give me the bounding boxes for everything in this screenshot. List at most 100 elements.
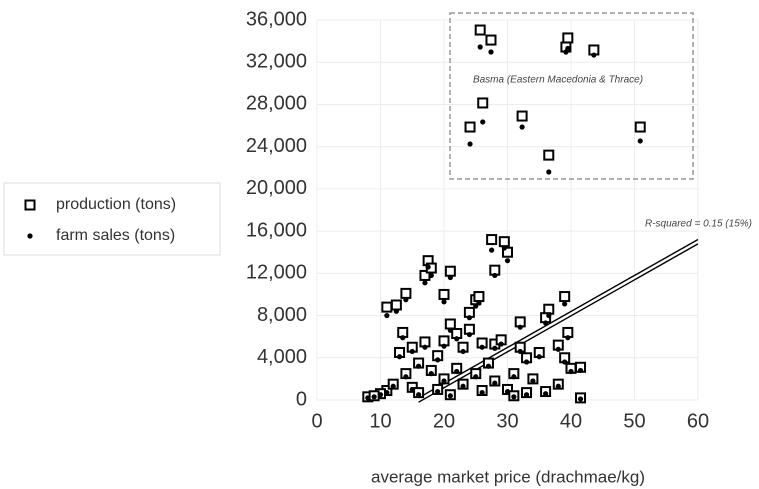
point — [637, 138, 643, 144]
y-tick-label: 32,000 — [246, 51, 307, 73]
point — [422, 344, 428, 350]
point — [562, 32, 574, 44]
x-axis-title: average market price (drachmae/kg) — [371, 467, 645, 486]
point — [466, 331, 472, 338]
point — [477, 97, 489, 109]
point — [435, 357, 441, 363]
x-tick-label: 0 — [311, 410, 322, 432]
y-tick-label: 0 — [296, 388, 307, 410]
point — [511, 374, 517, 380]
point — [568, 368, 574, 375]
point — [562, 301, 568, 307]
point — [562, 359, 568, 365]
point — [485, 363, 492, 369]
point — [591, 52, 597, 58]
point — [473, 291, 485, 303]
point — [546, 169, 552, 175]
point — [577, 367, 584, 374]
point — [502, 246, 513, 258]
point — [467, 141, 473, 147]
point — [441, 299, 447, 305]
point — [384, 390, 390, 396]
point — [403, 374, 409, 380]
point — [480, 119, 486, 125]
point — [473, 374, 479, 380]
point — [409, 348, 415, 355]
point — [485, 34, 497, 46]
point — [365, 395, 371, 401]
point — [409, 386, 415, 393]
point — [517, 324, 523, 330]
point — [393, 308, 399, 314]
y-tick-label: 8,000 — [257, 304, 307, 326]
point — [634, 121, 646, 133]
point — [466, 315, 472, 321]
point — [479, 344, 485, 350]
legend-label: production (tons) — [56, 196, 176, 213]
point — [371, 394, 377, 400]
point — [422, 280, 428, 286]
point — [486, 234, 498, 246]
point — [555, 346, 561, 352]
point — [381, 301, 393, 313]
point — [390, 299, 402, 311]
point — [577, 396, 584, 402]
y-tick-label: 36,000 — [246, 8, 307, 30]
point — [559, 291, 571, 303]
legend-marker — [27, 233, 33, 239]
legend-label: farm sales (tons) — [56, 227, 175, 244]
point — [477, 44, 483, 50]
highlight-box — [449, 12, 694, 180]
x-tick-label: 60 — [687, 410, 709, 432]
point — [565, 335, 571, 341]
point — [555, 383, 561, 389]
point — [516, 110, 528, 122]
point — [565, 45, 571, 52]
point — [454, 368, 460, 375]
point — [543, 391, 549, 397]
point — [479, 390, 485, 396]
point — [460, 383, 466, 389]
point — [464, 121, 476, 133]
point — [523, 392, 530, 398]
point — [501, 245, 507, 251]
point — [447, 393, 453, 399]
point — [517, 348, 523, 355]
point — [492, 272, 498, 279]
y-tick-label: 28,000 — [246, 93, 307, 115]
point — [474, 24, 486, 36]
annotation: Basma (Eastern Macedonia & Thrace) — [473, 75, 643, 86]
point — [543, 149, 555, 161]
trendline — [418, 243, 699, 403]
point — [523, 359, 530, 365]
point — [492, 345, 498, 351]
point — [390, 383, 396, 389]
x-tick-label: 30 — [496, 410, 518, 432]
point — [519, 124, 525, 130]
point — [438, 288, 450, 300]
x-tick-label: 50 — [623, 410, 645, 432]
point — [444, 265, 456, 277]
point — [447, 274, 453, 281]
point — [460, 348, 466, 355]
point — [441, 378, 447, 384]
point — [377, 392, 384, 398]
annotation: R-squared = 0.15 (15%) — [645, 219, 752, 230]
point — [498, 341, 504, 347]
x-tick-label: 10 — [369, 410, 391, 432]
point — [536, 354, 542, 360]
point — [543, 320, 549, 326]
point — [396, 354, 403, 360]
y-tick-label: 16,000 — [246, 219, 307, 241]
point — [428, 371, 434, 377]
point — [441, 343, 447, 349]
point — [400, 335, 406, 341]
point — [416, 392, 422, 398]
x-tick-label: 20 — [433, 410, 455, 432]
point — [511, 394, 517, 400]
point — [504, 258, 511, 264]
point — [476, 300, 482, 306]
y-tick-label: 24,000 — [246, 135, 307, 157]
y-tick-label: 12,000 — [246, 262, 307, 284]
